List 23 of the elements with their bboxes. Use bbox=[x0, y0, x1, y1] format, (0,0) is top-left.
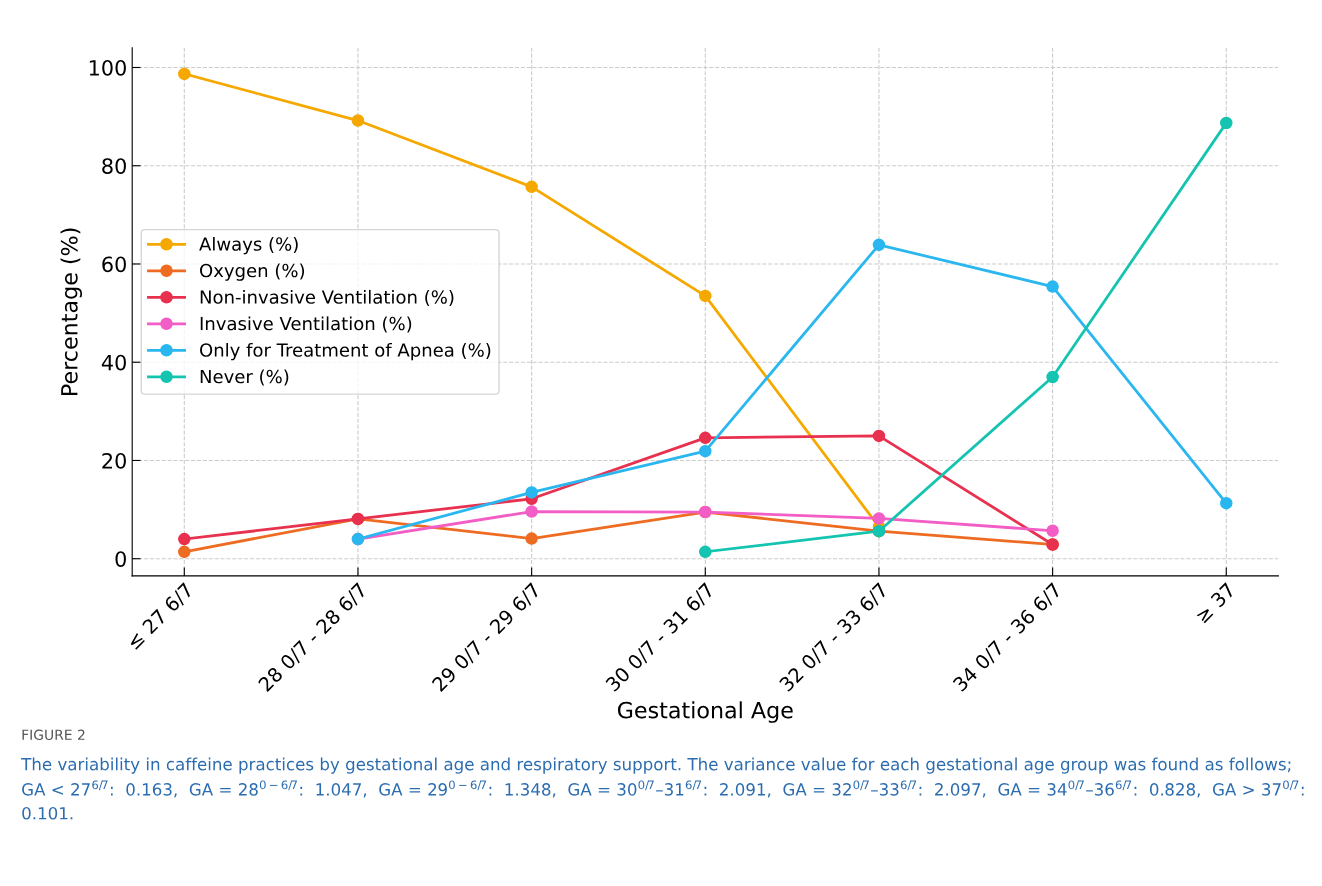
y-tick-label: 80 bbox=[102, 158, 126, 174]
x-tick-label: 34 0/7 - 36 6/7 bbox=[952, 582, 1064, 694]
x-tick-label: 30 0/7 - 31 6/7 bbox=[604, 582, 716, 694]
y-tick-label: 0 bbox=[115, 551, 126, 567]
text: The variability in caffeine practices by gestational age and respiratory support. The variance value for each gestational age group was found as follows; GA < 27$^{6/7}$: 0.163, GA = 28$^{0−6/7}$: 1.047, GA = 29$^{0−6/7}$: 1.348, GA = 30$^{0/7}$–31$^{6/7}$: 2.091, GA = 32$^{0/7}$–33$^{6/7}$: 2.097, GA = 34$^{0/7}$–36$^{6/7}$: 0.828, GA > 37$^{0/7}$: 0.101. bbox=[21, 757, 1304, 820]
legend-label: Only for Treatment of Apnea (%) bbox=[200, 342, 491, 361]
x-axis-title: Gestational Age bbox=[617, 701, 793, 723]
legend-label: Never (%) bbox=[200, 369, 289, 386]
y-axis-title: Percentage (%) bbox=[60, 228, 83, 395]
y-tick-label: 40 bbox=[101, 354, 126, 371]
legend-label: Always (%) bbox=[199, 236, 298, 255]
legend-label: Non-invasive Ventilation (%) bbox=[200, 289, 454, 306]
legend-label: Oxygen (%) bbox=[200, 263, 305, 281]
y-tick-label: 60 bbox=[102, 256, 126, 273]
y-tick-label: 20 bbox=[102, 452, 126, 469]
x-tick-label: ≤ 27 6/7 bbox=[126, 582, 195, 651]
x-tick-label: 29 0/7 - 29 6/7 bbox=[431, 582, 543, 694]
y-tick-label: 100 bbox=[89, 59, 126, 76]
x-tick-label: ≥ 37 bbox=[1194, 582, 1236, 624]
x-tick-label: 28 0/7 - 28 6/7 bbox=[257, 582, 369, 694]
x-tick-label: 32 0/7 - 33 6/7 bbox=[778, 582, 890, 694]
caption: FIGURE 2 bbox=[22, 729, 85, 741]
legend-label: Invasive Ventilation (%) bbox=[200, 316, 412, 333]
